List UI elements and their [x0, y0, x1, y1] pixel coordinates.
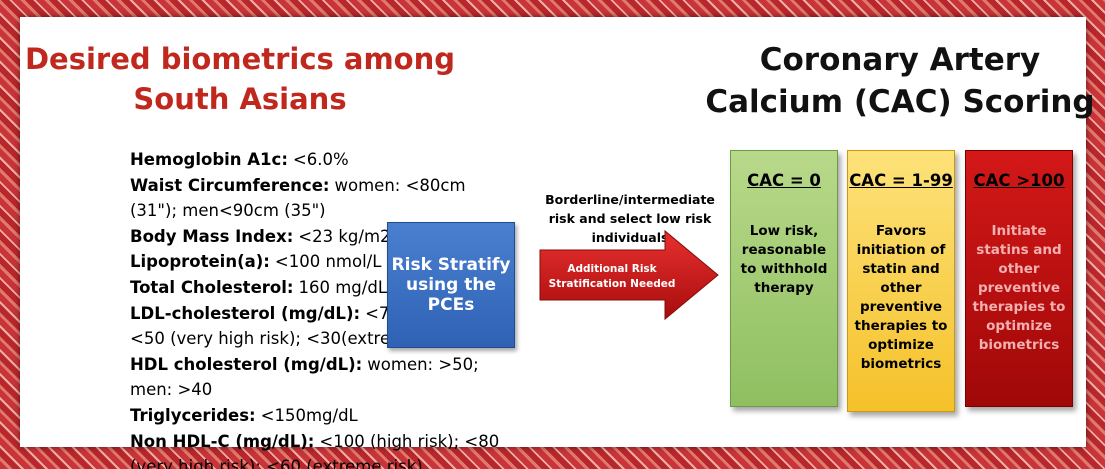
cac-header: CAC = 0 [731, 171, 837, 190]
biometric-label: Non HDL-C (mg/dL): [130, 432, 314, 451]
cac-text: Favors initiation of statin and other pr… [848, 222, 954, 374]
biometric-label: Hemoglobin A1c: [130, 150, 288, 169]
arrow-label: Additional Risk Stratification Needed [548, 262, 676, 292]
biometric-item: Waist Circumference:women: <80cm (31"); … [130, 173, 500, 224]
biometric-item: Hemoglobin A1c: <6.0% [130, 147, 500, 173]
risk-box: Risk Stratify using the PCEs [387, 222, 515, 348]
biometric-label: Lipoprotein(a): [130, 252, 270, 271]
biometric-item: HDL cholesterol (mg/dL):women: >50; men:… [130, 352, 500, 403]
biometric-label: Waist Circumference: [130, 176, 330, 195]
biometric-label: Triglycerides: [130, 406, 256, 425]
cac-header: CAC >100 [966, 171, 1072, 190]
cac-box: CAC = 1-99 Favors initiation of statin an… [847, 150, 955, 412]
slide: Desired biometrics among South Asians Co… [0, 0, 1105, 469]
biometric-value: <100 nmol/L [275, 252, 382, 271]
biometric-value: <6.0% [293, 150, 349, 169]
biometric-label: HDL cholesterol (mg/dL): [130, 355, 362, 374]
biometric-label: Total Cholesterol: [130, 278, 294, 297]
biometric-label: LDL-cholesterol (mg/dL): [130, 304, 360, 323]
biometric-item: Triglycerides: <150mg/dL [130, 403, 500, 429]
biometric-value: <23 kg/m2 [298, 227, 390, 246]
cac-box: CAC >100 Initiate statins and other preve… [965, 150, 1073, 407]
left-title: South Asians [10, 82, 470, 116]
cac-text: Low risk, reasonable to withhold therapy [731, 222, 837, 298]
biometric-value: <150mg/dL [261, 406, 358, 425]
right-title: Calcium (CAC) Scoring [680, 84, 1105, 120]
cac-text: Initiate statins and other preventive th… [966, 222, 1072, 355]
biometric-value: 160 mg/dL [299, 278, 388, 297]
cac-header: CAC = 1-99 [848, 171, 954, 190]
cac-box: CAC = 0 Low risk, reasonable to withhold … [730, 150, 838, 407]
biometric-item: Non HDL-C (mg/dL):<100 (high risk); <80 … [130, 429, 500, 469]
right-title: Coronary Artery [680, 42, 1105, 78]
biometric-label: Body Mass Index: [130, 227, 293, 246]
left-title: Desired biometrics among [10, 42, 470, 76]
